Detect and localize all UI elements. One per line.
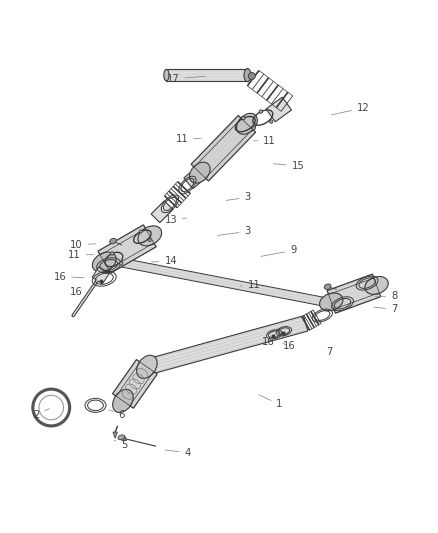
Polygon shape — [151, 201, 173, 223]
Circle shape — [242, 116, 245, 120]
Polygon shape — [166, 69, 247, 81]
Text: 11: 11 — [253, 136, 276, 146]
Polygon shape — [145, 316, 308, 375]
Ellipse shape — [164, 69, 169, 81]
Ellipse shape — [92, 252, 116, 272]
Text: 9: 9 — [261, 245, 297, 256]
Text: 15: 15 — [273, 161, 304, 171]
Text: 2: 2 — [33, 409, 49, 419]
Text: 14: 14 — [152, 256, 177, 266]
Text: 16: 16 — [261, 337, 275, 347]
Polygon shape — [266, 97, 292, 122]
Text: 11: 11 — [68, 249, 94, 260]
Circle shape — [139, 230, 142, 233]
Ellipse shape — [138, 226, 162, 246]
Circle shape — [148, 239, 151, 241]
Polygon shape — [184, 167, 206, 189]
Text: 11: 11 — [175, 134, 201, 144]
Ellipse shape — [244, 69, 251, 82]
Ellipse shape — [137, 356, 157, 378]
Text: 11: 11 — [240, 280, 261, 290]
Text: 7: 7 — [374, 304, 397, 314]
Ellipse shape — [113, 389, 133, 413]
Text: 6: 6 — [109, 409, 125, 419]
Text: 4: 4 — [165, 448, 191, 458]
Text: 16: 16 — [53, 272, 84, 281]
Circle shape — [120, 262, 123, 265]
Circle shape — [269, 120, 273, 123]
Polygon shape — [327, 274, 381, 313]
Polygon shape — [191, 116, 256, 181]
Ellipse shape — [365, 277, 388, 294]
Circle shape — [248, 72, 255, 79]
Circle shape — [259, 110, 263, 113]
Ellipse shape — [110, 238, 117, 244]
Text: 12: 12 — [331, 103, 370, 115]
Text: 10: 10 — [71, 240, 96, 249]
Polygon shape — [130, 361, 151, 383]
Text: 16: 16 — [283, 341, 296, 351]
Text: 17: 17 — [166, 74, 205, 84]
Text: 16: 16 — [70, 287, 90, 297]
Polygon shape — [113, 432, 117, 438]
Ellipse shape — [237, 114, 257, 134]
Text: 8: 8 — [375, 291, 397, 301]
Polygon shape — [113, 360, 157, 408]
Polygon shape — [114, 257, 342, 309]
Ellipse shape — [118, 435, 125, 440]
Text: 5: 5 — [114, 440, 127, 450]
Ellipse shape — [324, 284, 331, 289]
Text: 3: 3 — [226, 192, 251, 203]
Circle shape — [252, 126, 255, 130]
Text: 3: 3 — [217, 227, 251, 237]
Polygon shape — [92, 266, 110, 284]
Polygon shape — [98, 225, 156, 273]
Circle shape — [110, 252, 114, 255]
Text: 7: 7 — [326, 347, 332, 357]
Text: 1: 1 — [259, 395, 283, 409]
Ellipse shape — [190, 162, 210, 183]
Ellipse shape — [320, 293, 343, 311]
Text: 13: 13 — [165, 215, 187, 224]
